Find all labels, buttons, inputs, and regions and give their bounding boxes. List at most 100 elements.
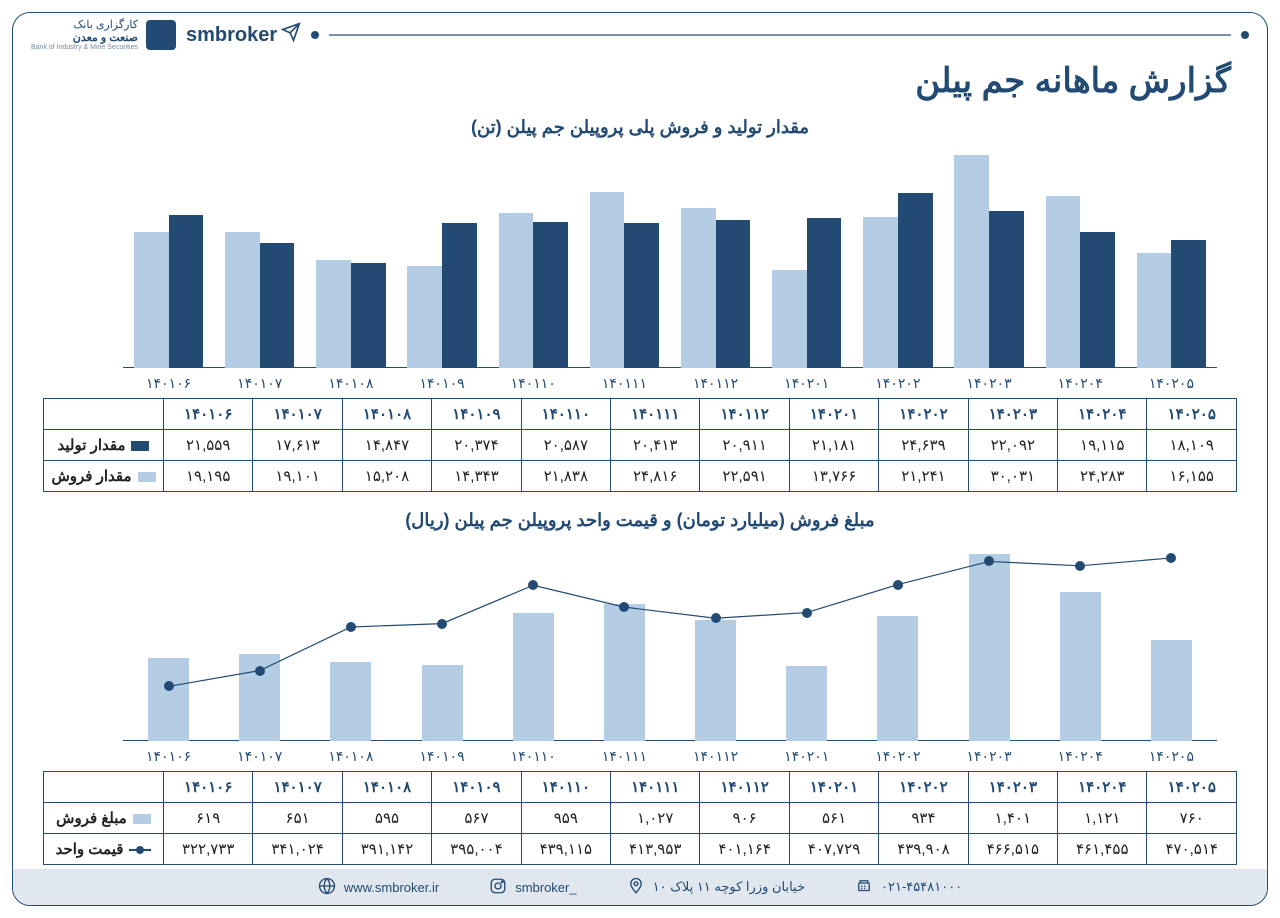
chart1-wrap: مقدار تولید و فروش پلی پروپیلن جم پیلن (… — [13, 117, 1267, 492]
table-cell: ۲۲,۵۹۱ — [700, 461, 789, 492]
chart2-xlabel: ۱۴۰۱۰۹ — [397, 748, 488, 765]
table-cell: ۲۱,۸۳۸ — [521, 461, 610, 492]
table-cell: ۴۶۱,۴۵۵ — [1058, 834, 1147, 865]
table-cell: ۵۹۵ — [342, 803, 431, 834]
chart1-bar-sales — [499, 213, 534, 368]
table-cell: ۲۴,۸۱۶ — [611, 461, 700, 492]
chart1-xlabel: ۱۴۰۱۰۸ — [305, 375, 396, 392]
location-icon — [627, 877, 645, 898]
chart2-xlabel: ۱۴۰۱۰۷ — [214, 748, 305, 765]
chart1-col: ۱۴۰۱۱۰ — [488, 148, 579, 368]
chart1-xlabel: ۱۴۰۱۰۷ — [214, 375, 305, 392]
chart2-line — [123, 541, 1217, 741]
chart2-plot: ۱۴۰۱۰۶۱۴۰۱۰۷۱۴۰۱۰۸۱۴۰۱۰۹۱۴۰۱۱۰۱۴۰۱۱۱۱۴۰۱… — [43, 541, 1237, 865]
footer-web: www.smbroker.ir — [318, 877, 439, 898]
table-month: ۱۴۰۱۱۱ — [611, 772, 700, 803]
chart1-bar-sales — [681, 208, 716, 368]
table-cell: ۹۳۴ — [879, 803, 968, 834]
table-cell: ۱۹,۱۰۱ — [253, 461, 342, 492]
chart1-title: مقدار تولید و فروش پلی پروپیلن جم پیلن (… — [43, 117, 1237, 138]
table-cell: ۴۶۶,۵۱۵ — [968, 834, 1057, 865]
chart1-col: ۱۴۰۱۱۱ — [579, 148, 670, 368]
table-cell: ۲۰,۴۱۳ — [611, 430, 700, 461]
chart1-area: ۱۴۰۱۰۶۱۴۰۱۰۷۱۴۰۱۰۸۱۴۰۱۰۹۱۴۰۱۱۰۱۴۰۱۱۱۱۴۰۱… — [123, 148, 1217, 368]
chart1-table: ۱۴۰۱۰۶۱۴۰۱۰۷۱۴۰۱۰۸۱۴۰۱۰۹۱۴۰۱۱۰۱۴۰۱۱۱۱۴۰۱… — [43, 398, 1237, 492]
table-month: ۱۴۰۱۰۹ — [432, 772, 521, 803]
table-cell: ۳۹۱,۱۴۲ — [342, 834, 431, 865]
table-cell: ۴۷۰,۵۱۴ — [1147, 834, 1237, 865]
table-month: ۱۴۰۱۱۲ — [700, 772, 789, 803]
chart1-xlabel: ۱۴۰۱۱۲ — [670, 375, 761, 392]
brand-sub: Bank of Industry & Mine Securities — [31, 44, 138, 51]
chart1-xlabel: ۱۴۰۱۰۹ — [397, 375, 488, 392]
brand-line1: کارگزاری بانک — [31, 19, 138, 31]
chart1-xlabel: ۱۴۰۲۰۱ — [761, 375, 852, 392]
fax-icon — [855, 877, 873, 898]
table-month: ۱۴۰۲۰۳ — [968, 399, 1057, 430]
table-cell: ۶۱۹ — [164, 803, 253, 834]
telegram-icon — [281, 22, 301, 48]
table-cell: ۲۲,۰۹۲ — [968, 430, 1057, 461]
table-cell: ۹۵۹ — [521, 803, 610, 834]
header-dot — [1241, 31, 1249, 39]
table-cell: ۳۲۲,۷۳۳ — [164, 834, 253, 865]
table-cell: ۹۰۶ — [700, 803, 789, 834]
table-cell: ۴۱۳,۹۵۳ — [611, 834, 700, 865]
table-month: ۱۴۰۲۰۲ — [879, 399, 968, 430]
table-cell: ۵۶۱ — [789, 803, 878, 834]
brand-line2: صنعت و معدن — [31, 32, 138, 44]
chart2-table: ۱۴۰۱۰۶۱۴۰۱۰۷۱۴۰۱۰۸۱۴۰۱۰۹۱۴۰۱۱۰۱۴۰۱۱۱۱۴۰۱… — [43, 771, 1237, 865]
table-month: ۱۴۰۲۰۵ — [1147, 772, 1237, 803]
table-month: ۱۴۰۲۰۴ — [1058, 772, 1147, 803]
chart1-bar-sales — [590, 192, 625, 368]
table-cell: ۱۷,۶۱۳ — [253, 430, 342, 461]
chart1-bar-sales — [225, 232, 260, 368]
table-month: ۱۴۰۱۰۸ — [342, 399, 431, 430]
chart1-col: ۱۴۰۲۰۱ — [761, 148, 852, 368]
chart2-xlabel: ۱۴۰۲۰۵ — [1126, 748, 1217, 765]
header-dot — [311, 31, 319, 39]
chart1-bar-sales — [863, 217, 898, 368]
chart2-area: ۱۴۰۱۰۶۱۴۰۱۰۷۱۴۰۱۰۸۱۴۰۱۰۹۱۴۰۱۱۰۱۴۰۱۱۱۱۴۰۱… — [123, 541, 1217, 741]
table-cell: ۶۵۱ — [253, 803, 342, 834]
chart1-col: ۱۴۰۱۰۶ — [123, 148, 214, 368]
chart1-bar-prod — [716, 220, 751, 368]
chart1-bar-sales — [316, 260, 351, 368]
table-corner — [44, 399, 164, 430]
chart1-col: ۱۴۰۲۰۵ — [1126, 148, 1217, 368]
chart1-bar-prod — [1080, 232, 1115, 368]
table-cell: ۳۹۵,۰۰۴ — [432, 834, 521, 865]
chart1-bar-prod — [260, 243, 295, 368]
table-cell: ۱۵,۲۰۸ — [342, 461, 431, 492]
table-cell: ۵۶۷ — [432, 803, 521, 834]
table-cell: ۲۰,۳۷۴ — [432, 430, 521, 461]
chart1-bar-prod — [898, 193, 933, 368]
table-month: ۱۴۰۲۰۱ — [789, 772, 878, 803]
chart2-marker — [164, 681, 174, 691]
chart1-bar-sales — [407, 266, 442, 368]
chart1-xlabel: ۱۴۰۲۰۴ — [1035, 375, 1126, 392]
footer: www.smbroker.ir smbroker_ خیابان وزرا کو… — [13, 869, 1267, 905]
table-cell: ۳۴۱,۰۲۴ — [253, 834, 342, 865]
table-cell: ۴۳۹,۱۱۵ — [521, 834, 610, 865]
table-cell: ۱۹,۱۱۵ — [1058, 430, 1147, 461]
chart2-title: مبلغ فروش (میلیارد تومان) و قیمت واحد پر… — [43, 510, 1237, 531]
table-cell: ۲۱,۲۴۱ — [879, 461, 968, 492]
chart1-col: ۱۴۰۱۱۲ — [670, 148, 761, 368]
footer-insta-text: smbroker_ — [515, 880, 576, 895]
table-cell: ۱۸,۱۰۹ — [1147, 430, 1237, 461]
chart1-col: ۱۴۰۱۰۸ — [305, 148, 396, 368]
smbroker-logo: smbroker — [186, 22, 301, 48]
report-frame: کارگزاری بانک صنعت و معدن Bank of Indust… — [12, 12, 1268, 906]
table-row-label: مقدار فروش — [44, 461, 164, 492]
chart1-col: ۱۴۰۲۰۳ — [944, 148, 1035, 368]
table-month: ۱۴۰۲۰۳ — [968, 772, 1057, 803]
table-month: ۱۴۰۱۰۷ — [253, 772, 342, 803]
table-cell: ۲۱,۵۵۹ — [164, 430, 253, 461]
chart2-xlabel: ۱۴۰۱۱۱ — [579, 748, 670, 765]
table-row-label: مبلغ فروش — [44, 803, 164, 834]
chart2-marker — [711, 613, 721, 623]
table-cell: ۱,۱۲۱ — [1058, 803, 1147, 834]
chart2-xlabel: ۱۴۰۲۰۳ — [944, 748, 1035, 765]
table-cell: ۷۶۰ — [1147, 803, 1237, 834]
